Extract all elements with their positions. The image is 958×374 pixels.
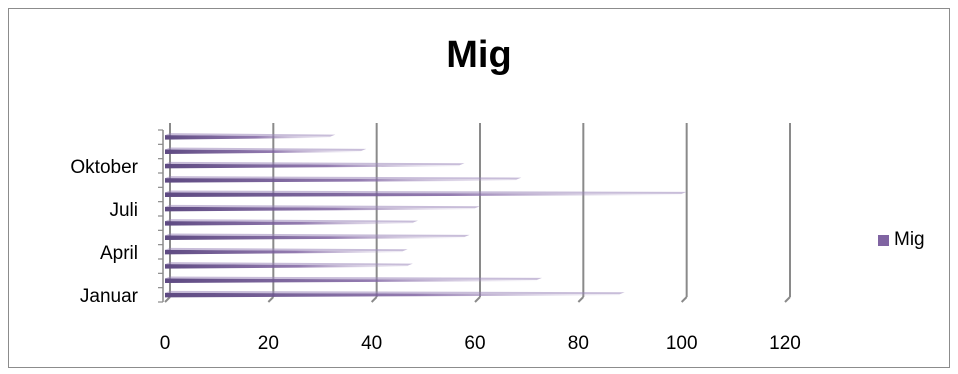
bar bbox=[165, 204, 480, 212]
bar bbox=[165, 219, 418, 226]
y-tick-label: Januar bbox=[80, 286, 139, 307]
gridline bbox=[370, 123, 378, 303]
legend: Mig bbox=[878, 229, 925, 251]
bar bbox=[165, 290, 625, 298]
y-tick-label: April bbox=[100, 243, 138, 264]
bar bbox=[165, 190, 687, 197]
y-tick-label: Juli bbox=[109, 200, 138, 221]
bar bbox=[165, 176, 522, 183]
legend-swatch bbox=[878, 234, 889, 246]
gridline bbox=[784, 123, 791, 303]
bar bbox=[165, 161, 465, 169]
legend-label: Mig bbox=[894, 229, 925, 250]
x-tick-label: 80 bbox=[568, 333, 589, 354]
bar bbox=[165, 247, 408, 255]
x-tick-label: 60 bbox=[464, 333, 485, 354]
x-tick-label: 120 bbox=[769, 333, 801, 354]
y-tick-label: Oktober bbox=[70, 157, 138, 178]
x-tick-label: 20 bbox=[258, 333, 279, 354]
bar bbox=[165, 262, 413, 269]
gridline bbox=[577, 123, 585, 303]
chart-title: Mig bbox=[446, 34, 512, 76]
bar bbox=[165, 276, 542, 283]
gridline bbox=[680, 123, 688, 303]
x-tick-label: 0 bbox=[160, 333, 171, 354]
x-tick-label: 100 bbox=[666, 333, 698, 354]
bar bbox=[165, 133, 336, 140]
gridline bbox=[474, 123, 481, 303]
x-tick-label: 40 bbox=[361, 333, 382, 354]
bar bbox=[165, 233, 470, 240]
bar bbox=[165, 147, 367, 154]
